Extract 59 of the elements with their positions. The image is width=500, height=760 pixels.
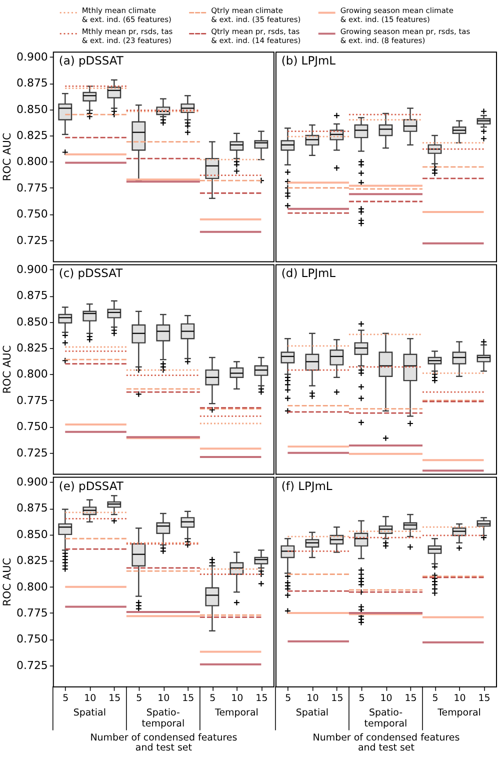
y-tick-label: 0.775: [16, 181, 48, 194]
x-tick-label: 10: [158, 692, 170, 704]
x-tick-label: 15: [478, 692, 490, 704]
x-axis-title: Number of condensed features and test set: [90, 732, 238, 754]
y-tick-label: 0.850: [16, 102, 48, 116]
x-tick-label: 10: [231, 692, 244, 704]
y-tick-label: 0.900: [16, 262, 48, 276]
x-tick-label: 15: [331, 692, 344, 704]
y-tick-label: 0.800: [16, 580, 48, 594]
text: Spatial: [73, 707, 106, 718]
chart-title: (c) pDSSAT: [58, 266, 124, 280]
y-tick-label: 0.825: [16, 554, 48, 568]
y-tick-label: 0.875: [16, 502, 48, 515]
y-tick-label: 0.750: [16, 632, 48, 646]
y-tick-label: 0.750: [16, 208, 48, 221]
y-tick-label: 0.900: [16, 50, 48, 64]
y-tick-label: 0.775: [16, 606, 48, 620]
x-tick-label: 5: [358, 692, 365, 704]
x-tick-label: 10: [84, 692, 96, 704]
x-tick-label: 15: [108, 692, 121, 704]
y-axis-title: ROC AUC: [1, 132, 14, 182]
y-tick-label: 0.875: [16, 76, 48, 90]
y-tick-label: 0.825: [16, 128, 48, 142]
x-tick-label: 15: [256, 692, 268, 704]
y-tick-label: 0.825: [16, 342, 48, 355]
x-tick-label: 10: [454, 692, 466, 704]
y-axis-title: ROC AUC: [1, 345, 14, 394]
x-tick-label: 5: [210, 692, 216, 704]
text: Spatio-temporal: [142, 707, 185, 730]
chart-title: (d) LPJmL: [281, 266, 336, 280]
x-tick-label: 10: [380, 692, 392, 704]
text: Spatio-temporal: [364, 707, 408, 730]
x-tick-label: 10: [306, 692, 319, 704]
chart-title: (b) LPJmL: [281, 54, 336, 68]
chart-title: (f) LPJmL: [281, 478, 333, 493]
y-axis-title: ROC AUC: [1, 558, 14, 606]
y-tick-label: 0.850: [16, 528, 48, 541]
text: Temporal: [436, 707, 481, 718]
x-axis-title: Number of condensed features and test set: [312, 732, 460, 754]
chart-title: (a) pDSSAT: [58, 54, 124, 68]
x-tick-label: 15: [182, 692, 194, 704]
y-tick-label: 0.750: [16, 420, 48, 434]
y-tick-label: 0.725: [16, 446, 48, 460]
y-tick-label: 0.900: [16, 476, 48, 489]
y-tick-label: 0.875: [16, 289, 48, 302]
y-tick-label: 0.725: [16, 658, 48, 672]
y-tick-label: 0.725: [16, 234, 48, 247]
y-tick-label: 0.800: [16, 368, 48, 381]
x-tick-label: 5: [136, 692, 142, 704]
chart-title: (e) pDSSAT: [58, 478, 124, 493]
x-tick-label: 5: [432, 692, 438, 704]
text: Spatial: [296, 707, 329, 718]
x-tick-label: 5: [285, 692, 292, 704]
x-tick-label: 5: [62, 692, 69, 704]
y-tick-label: 0.850: [16, 315, 48, 328]
y-tick-label: 0.775: [16, 394, 48, 407]
text: Temporal: [214, 707, 258, 718]
x-tick-label: 15: [404, 692, 417, 704]
y-tick-label: 0.800: [16, 155, 48, 168]
